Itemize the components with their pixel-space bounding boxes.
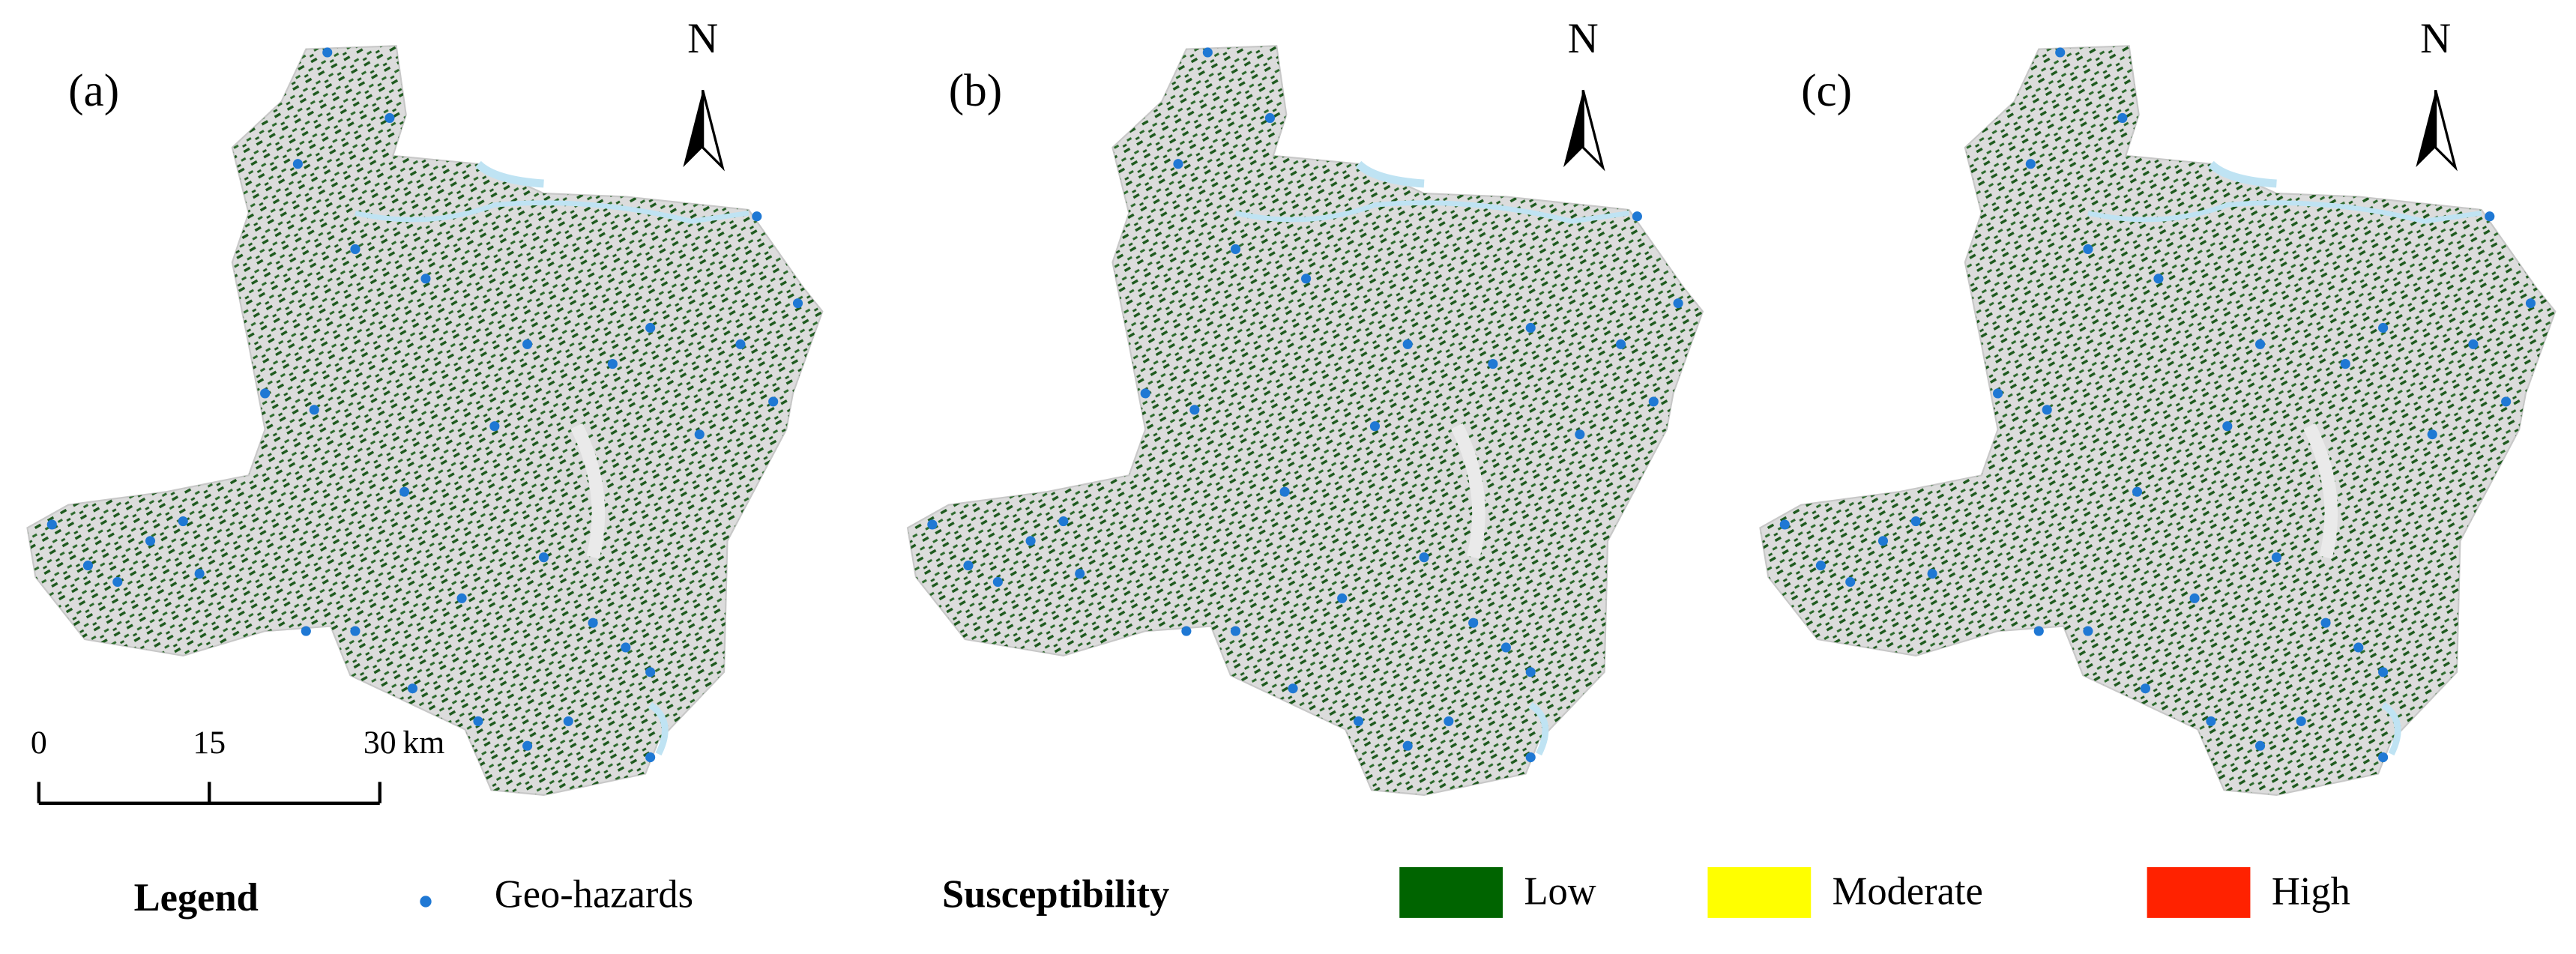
panel-label: (c): [1801, 65, 1852, 116]
panel-label: (b): [949, 65, 1002, 116]
map: [27, 46, 822, 795]
legend-swatch: [1707, 867, 1812, 918]
map-panels: (a) N (b) N (c) N: [27, 15, 2555, 795]
north-label: N: [2420, 15, 2451, 62]
legend-swatch: [2147, 867, 2251, 918]
north-label: N: [1568, 15, 1599, 62]
scale-unit: km: [402, 725, 444, 761]
legend-class-label: Moderate: [1833, 869, 1983, 913]
map-panel: (c) N: [1760, 15, 2555, 795]
legend-point-label: Geo-hazards: [495, 873, 693, 917]
scale-label: 30: [364, 725, 396, 761]
panel-label: (a): [68, 65, 119, 116]
susceptibility-title: Susceptibility: [942, 873, 1169, 917]
scale-label: 0: [31, 725, 47, 761]
legend-point: [420, 896, 432, 908]
legend-swatch: [1399, 867, 1503, 918]
legend-class-label: High: [2272, 869, 2350, 913]
map: [1760, 46, 2555, 795]
map: [908, 46, 1703, 795]
north-arrow: [1562, 88, 1605, 169]
north-label: N: [687, 15, 718, 62]
legend-class-label: Low: [1524, 869, 1596, 913]
north-arrow: [2414, 88, 2457, 169]
map-panel: (b) N: [908, 15, 1703, 795]
north-arrow: [681, 88, 724, 169]
legend: Legend Geo-hazards Susceptibility Low Mod…: [134, 867, 2350, 920]
map-panel: (a) N: [27, 15, 822, 795]
scale-label: 15: [193, 725, 226, 761]
legend-title: Legend: [134, 876, 259, 920]
scale-bar: 0 15 30 km: [31, 725, 444, 805]
